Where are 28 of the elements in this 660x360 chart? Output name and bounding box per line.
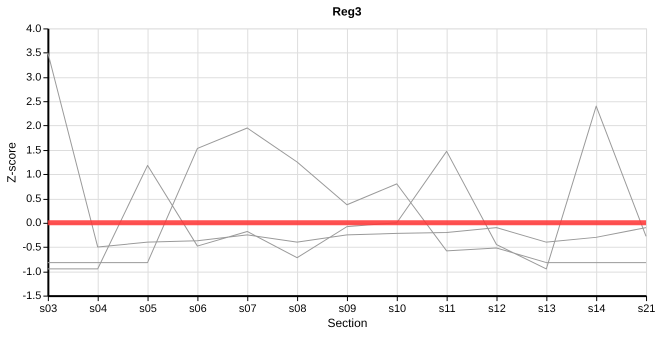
y-tick-label: 1.5: [26, 144, 42, 156]
y-tick-label: -1.5: [22, 290, 42, 302]
x-tick-label: s03: [40, 303, 58, 316]
x-tick-label: s13: [538, 303, 556, 316]
y-axis-title: Z-score: [4, 142, 18, 183]
x-tick-label: s12: [488, 303, 506, 316]
y-tick-label: -0.5: [22, 242, 42, 254]
y-tick-label: 3.5: [26, 47, 42, 60]
y-tick-label: 0.5: [26, 192, 42, 205]
y-tick-label: 4.0: [26, 22, 42, 35]
y-tick-label: 2.0: [26, 120, 42, 132]
y-tick-label: 2.5: [26, 96, 42, 108]
y-tick-label: 3.0: [26, 71, 42, 84]
x-tick-label: s09: [338, 303, 356, 316]
x-axis-title: Section: [328, 316, 368, 330]
x-tick-label: s07: [238, 303, 257, 316]
y-tick-label: -1.0: [22, 266, 42, 278]
x-tick-label: s11: [438, 303, 456, 316]
x-tick-label: s05: [139, 303, 157, 316]
x-tick-label: s08: [288, 303, 306, 316]
y-tick-label: 0.0: [26, 217, 42, 230]
y-tick-label: 1.0: [26, 168, 42, 181]
x-tick-label: s06: [189, 303, 207, 316]
x-tick-label: s14: [588, 303, 606, 316]
x-tick-label: s04: [89, 303, 108, 316]
x-tick-label: s10: [388, 303, 406, 316]
chart-title: Reg3: [332, 4, 362, 18]
x-tick-label: s21: [638, 303, 656, 316]
